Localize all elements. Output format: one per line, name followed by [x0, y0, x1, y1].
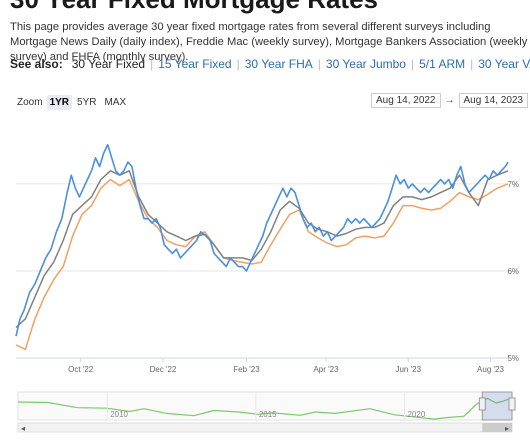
- intro-text: This page provides average 30 year fixed…: [10, 21, 528, 63]
- separator: |: [150, 57, 154, 71]
- y-tick-label: 7%: [507, 180, 519, 189]
- x-tick-label: Jun '23: [395, 365, 421, 374]
- scroll-left-arrow-icon: ◂: [21, 424, 25, 433]
- x-tick-label: Dec '22: [149, 365, 176, 374]
- navigator-handle-right: [508, 397, 516, 411]
- see-also-label: See also:: [10, 57, 63, 71]
- y-tick-label: 6%: [507, 267, 519, 276]
- scroll-right-arrow-icon: ▸: [505, 424, 509, 433]
- series-line-weekly_gray: [15, 170, 509, 329]
- y-tick-label: 5%: [507, 354, 519, 363]
- zoom-1yr-button[interactable]: 1YR: [46, 95, 73, 110]
- zoom-bar: Zoom 1YR 5YR MAX: [17, 95, 131, 110]
- navigator-selection: [481, 391, 513, 421]
- x-tick-label: Apr '23: [313, 365, 339, 374]
- navigator-line: [17, 397, 513, 420]
- scrollbar-thumb: [482, 423, 512, 432]
- separator: |: [470, 57, 474, 71]
- navigator[interactable]: 2010 2015 2020 ◂ ▸: [0, 390, 530, 442]
- zoom-5yr-button[interactable]: 5YR: [77, 97, 97, 108]
- link-5-1-arm[interactable]: 5/1 ARM: [419, 57, 466, 71]
- navigator-tick-label: 2010: [110, 410, 128, 419]
- x-tick-label: Oct '22: [68, 365, 94, 374]
- link-15-year-fixed[interactable]: 15 Year Fixed: [158, 57, 232, 71]
- separator: |: [236, 57, 240, 71]
- navigator-tick-label: 2015: [259, 410, 277, 419]
- zoom-max-button[interactable]: MAX: [104, 97, 127, 108]
- navigator-handle-left: [478, 397, 486, 411]
- separator: |: [410, 57, 415, 71]
- x-tick-label: Aug '23: [477, 365, 504, 374]
- rate-chart: 5% 6% 7% Oct '22 Dec '22 Feb '23 Apr '23 Jun '2…: [15, 143, 519, 374]
- date-range: Aug 14, 2022 → Aug 14, 2023: [371, 93, 528, 108]
- range-to-input[interactable]: Aug 14, 2023: [458, 93, 528, 108]
- range-arrow: →: [444, 95, 455, 106]
- range-from-input[interactable]: Aug 14, 2022: [371, 93, 441, 108]
- link-30-year-jumbo[interactable]: 30 Year Jumbo: [325, 57, 406, 71]
- link-30-year-fha[interactable]: 30 Year FHA: [244, 57, 313, 71]
- see-also-bar: See also: 30 Year Fixed | 15 Year Fixed …: [10, 57, 530, 71]
- x-tick-label: Feb '23: [233, 365, 260, 374]
- scrollbar-track: [17, 422, 513, 433]
- link-30-year-fixed[interactable]: 30 Year Fixed: [71, 57, 146, 71]
- series-line-weekly_orange: [15, 178, 509, 351]
- separator: |: [317, 57, 321, 71]
- link-30-year-va[interactable]: 30 Year VA: [478, 57, 530, 71]
- series-line-daily: [15, 143, 509, 337]
- zoom-label: Zoom: [17, 97, 43, 108]
- page-title: 30 Year Fixed Mortgage Rates: [10, 0, 378, 15]
- navigator-tick-label: 2020: [407, 410, 425, 419]
